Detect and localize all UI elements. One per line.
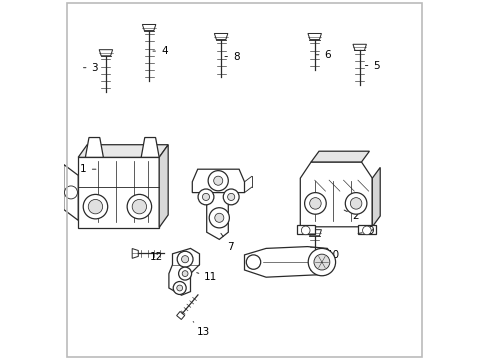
Circle shape xyxy=(345,193,366,214)
Circle shape xyxy=(214,213,224,222)
Circle shape xyxy=(227,193,234,201)
Circle shape xyxy=(313,254,329,270)
Polygon shape xyxy=(78,145,168,157)
Polygon shape xyxy=(352,44,366,50)
Polygon shape xyxy=(99,50,112,56)
Polygon shape xyxy=(300,162,371,227)
Circle shape xyxy=(177,285,182,291)
FancyBboxPatch shape xyxy=(78,157,159,228)
Circle shape xyxy=(182,271,187,276)
Circle shape xyxy=(304,193,325,214)
Text: 9: 9 xyxy=(357,226,373,236)
Text: 4: 4 xyxy=(153,46,167,56)
FancyBboxPatch shape xyxy=(357,225,375,234)
Polygon shape xyxy=(307,230,321,236)
Text: 7: 7 xyxy=(221,233,233,252)
Polygon shape xyxy=(141,138,159,157)
FancyBboxPatch shape xyxy=(296,225,314,234)
Polygon shape xyxy=(244,247,332,277)
Text: 10: 10 xyxy=(319,249,340,260)
Text: 13: 13 xyxy=(193,321,210,337)
Circle shape xyxy=(362,226,370,235)
Circle shape xyxy=(132,199,146,214)
Polygon shape xyxy=(371,167,380,227)
Text: 11: 11 xyxy=(196,272,217,282)
Circle shape xyxy=(349,198,361,209)
Circle shape xyxy=(209,208,229,228)
Circle shape xyxy=(208,171,228,191)
Text: 12: 12 xyxy=(150,252,163,262)
Text: 8: 8 xyxy=(224,51,239,62)
Polygon shape xyxy=(307,33,321,40)
Circle shape xyxy=(83,194,107,219)
Circle shape xyxy=(213,176,223,185)
Text: 3: 3 xyxy=(83,63,98,73)
Text: 6: 6 xyxy=(316,50,330,60)
Polygon shape xyxy=(159,145,168,228)
Circle shape xyxy=(127,194,151,219)
Polygon shape xyxy=(132,248,138,258)
Circle shape xyxy=(198,189,213,205)
Text: 1: 1 xyxy=(80,164,96,174)
Circle shape xyxy=(88,199,102,214)
Polygon shape xyxy=(168,248,199,295)
Polygon shape xyxy=(206,193,228,239)
Circle shape xyxy=(178,267,191,280)
Circle shape xyxy=(309,198,321,209)
Polygon shape xyxy=(192,169,244,193)
Polygon shape xyxy=(176,311,184,319)
Circle shape xyxy=(246,255,260,269)
Circle shape xyxy=(223,189,239,205)
Polygon shape xyxy=(214,33,227,40)
Circle shape xyxy=(202,193,209,201)
Circle shape xyxy=(301,226,309,235)
Circle shape xyxy=(181,256,188,263)
Polygon shape xyxy=(63,165,78,220)
Circle shape xyxy=(173,282,186,294)
Circle shape xyxy=(177,251,193,267)
Text: 2: 2 xyxy=(344,210,358,221)
Polygon shape xyxy=(142,24,156,31)
Circle shape xyxy=(64,186,77,199)
Polygon shape xyxy=(310,151,368,162)
Text: 5: 5 xyxy=(365,60,379,71)
Circle shape xyxy=(307,248,335,276)
Polygon shape xyxy=(85,138,103,157)
